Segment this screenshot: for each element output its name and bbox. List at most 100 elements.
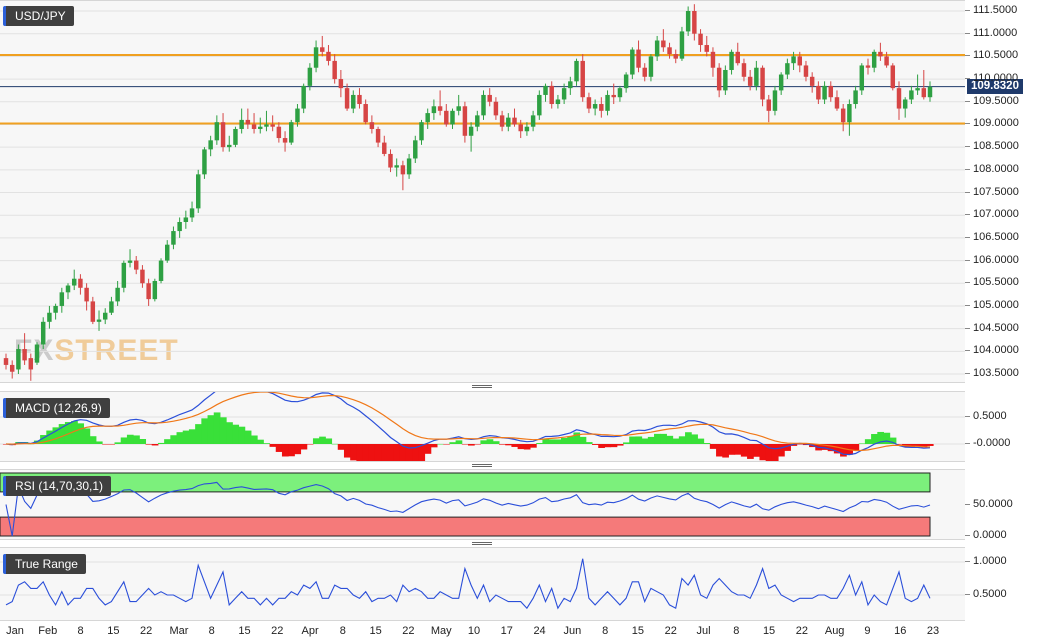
date-tick-label: 15	[762, 625, 776, 637]
macd-histogram-bar	[567, 436, 574, 444]
candle-body	[673, 54, 678, 59]
rsi-label[interactable]: RSI (14,70,30,1)	[3, 476, 112, 496]
macd-histogram-bar	[207, 415, 215, 444]
macd-histogram-bar	[139, 439, 147, 444]
candle-body	[239, 119, 244, 129]
candle-body	[698, 33, 703, 46]
date-tick-label: Apr	[301, 625, 319, 637]
candle-body	[419, 122, 424, 141]
true-range-plot	[0, 558, 965, 610]
macd-histogram-bar	[226, 422, 233, 444]
panel-resize-handle[interactable]	[472, 541, 492, 546]
macd-histogram-bar	[908, 444, 915, 447]
candle-body	[196, 174, 201, 209]
candle-body	[840, 108, 846, 123]
candle-body	[716, 67, 722, 91]
candle-body	[803, 65, 809, 77]
macd-histogram-bar	[474, 444, 481, 445]
macd-histogram-bar	[685, 432, 692, 444]
candle-body	[28, 358, 34, 370]
macd-histogram-bar	[511, 444, 519, 447]
price-chart-panel[interactable]: FXSTREET USD/JPY	[0, 0, 965, 383]
candle-body	[481, 94, 486, 116]
macd-histogram-bar	[58, 424, 66, 444]
candle-body	[214, 122, 220, 141]
panel-resize-handle[interactable]	[472, 463, 492, 468]
macd-histogram-bar	[877, 431, 884, 444]
macd-histogram-bar	[350, 444, 357, 461]
date-tick-label: May	[430, 625, 452, 637]
date-tick-label: 10	[467, 625, 481, 637]
candle-body	[871, 51, 877, 68]
date-tick-label: 8	[208, 625, 215, 637]
symbol-label[interactable]: USD/JPY	[3, 6, 74, 26]
candle-body	[822, 85, 827, 100]
macd-histogram-bar	[294, 444, 302, 455]
macd-axis[interactable]: 0.5000 -0.0000	[964, 391, 1042, 460]
macd-histogram-bar	[120, 437, 128, 444]
macd-histogram-bar	[288, 444, 295, 457]
candle-body	[561, 88, 567, 100]
candle-body	[735, 51, 740, 64]
macd-histogram-bar	[430, 444, 438, 448]
candle-body	[425, 113, 430, 123]
date-tick-label: 23	[926, 625, 940, 637]
macd-panel[interactable]: MACD (12,26,9)	[0, 391, 965, 462]
candle-body	[543, 85, 548, 95]
candle-body	[394, 165, 399, 168]
panel-resize-handle[interactable]	[472, 384, 492, 389]
macd-histogram-bar	[604, 444, 612, 448]
macd-label[interactable]: MACD (12,26,9)	[3, 398, 110, 418]
macd-histogram-bar	[374, 444, 382, 461]
date-tick-label: 8	[77, 625, 84, 637]
macd-histogram-bar	[883, 432, 891, 444]
macd-histogram-bar	[895, 444, 903, 445]
macd-histogram-bar	[790, 444, 798, 446]
macd-histogram-bar	[871, 434, 878, 444]
rsi-overbought-zone	[0, 472, 931, 493]
candle-body	[530, 115, 536, 127]
macd-histogram-bar	[852, 444, 860, 451]
macd-histogram-bar	[691, 434, 698, 444]
macd-histogram-bar	[610, 444, 618, 448]
candle-body	[78, 278, 83, 288]
candle-body	[692, 11, 697, 34]
candle-body	[884, 56, 889, 66]
candle-body	[878, 51, 883, 57]
macd-histogram-bar	[585, 442, 593, 444]
candle-body	[431, 106, 437, 114]
price-tick-label: 107.0000	[965, 208, 1019, 221]
date-tick-label: 22	[271, 625, 284, 637]
macd-histogram-bar	[269, 444, 277, 447]
candle-body	[437, 106, 443, 111]
candle-body	[524, 126, 530, 132]
macd-histogram-bar	[114, 442, 122, 444]
macd-histogram-bar	[331, 443, 339, 445]
true-range-panel[interactable]: True Range	[0, 547, 965, 621]
candle-body	[326, 51, 331, 61]
rsi-axis[interactable]: 50.0000 0.0000	[965, 469, 1042, 541]
candle-body	[332, 60, 337, 80]
macd-signal-line	[5, 392, 931, 452]
candle-body	[307, 67, 313, 86]
macd-histogram-bar	[424, 444, 432, 454]
date-tick-label: 15	[107, 625, 120, 637]
macd-histogram-bar	[337, 444, 345, 450]
true-range-tick-label: 1.0000	[965, 555, 1007, 567]
macd-histogram-bar	[629, 436, 636, 444]
price-axis[interactable]: 109.8320 111.5000 111.0000 110.5000 110.000…	[964, 0, 1042, 381]
rsi-panel[interactable]: RSI (14,70,30,1)	[0, 469, 965, 540]
candle-body	[34, 344, 40, 363]
true-range-label[interactable]: True Range	[3, 554, 86, 574]
candlestick-plot[interactable]	[0, 1, 965, 382]
candle-body	[450, 110, 455, 125]
macd-histogram-bar	[443, 444, 450, 445]
macd-histogram-bar	[492, 441, 500, 444]
macd-histogram-bar	[517, 444, 525, 450]
date-tick-label: 8	[733, 625, 740, 637]
candle-body	[611, 94, 616, 98]
date-axis[interactable]: Jan Feb 8 15 22 Mar 8 15 22 Apr 8 15 22 May 10 17 24 Jun 8…	[0, 620, 1042, 642]
macd-histogram-bar	[647, 436, 655, 444]
true-range-axis[interactable]: 1.0000 0.5000	[965, 547, 1042, 619]
macd-histogram-bar	[796, 444, 804, 445]
